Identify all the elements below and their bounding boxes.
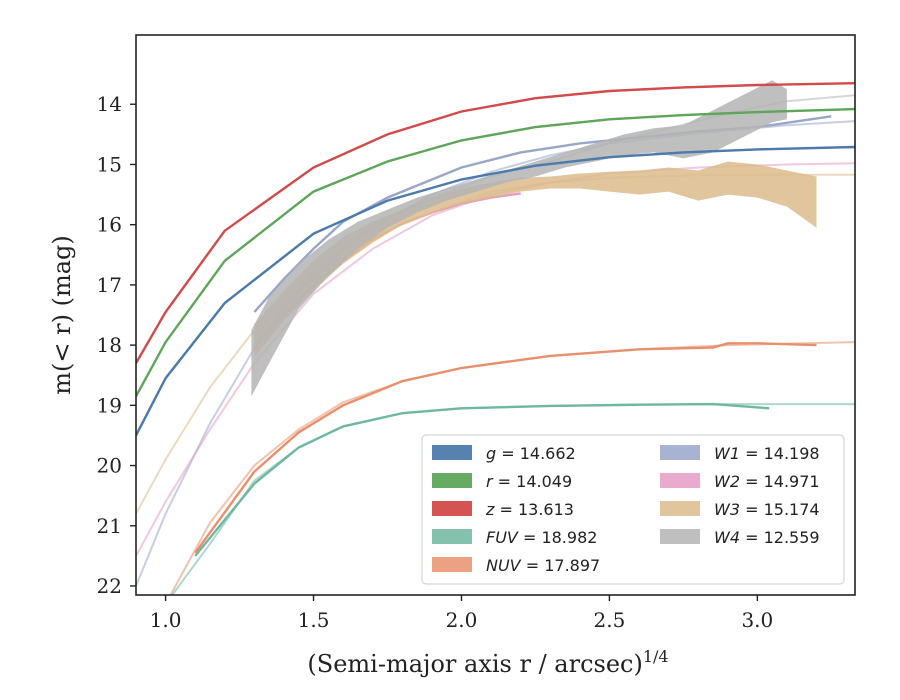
x-tick-label: 1.0 bbox=[150, 608, 182, 632]
x-axis-label: (Semi-major axis r / arcsec)1/4 bbox=[307, 647, 668, 678]
legend-swatch-g bbox=[432, 445, 472, 460]
legend-var: NUV bbox=[486, 556, 522, 575]
series-g-line bbox=[136, 145, 855, 436]
series-g bbox=[136, 145, 855, 436]
legend-swatch-r bbox=[432, 473, 472, 488]
legend-var: z bbox=[485, 500, 495, 519]
legend-value: = 14.662 bbox=[496, 444, 576, 463]
legend-var: W3 bbox=[714, 500, 740, 519]
legend-box bbox=[421, 434, 845, 585]
series-r-model-line bbox=[136, 108, 855, 397]
x-tick-label: 2.0 bbox=[446, 608, 478, 632]
series-z bbox=[136, 82, 855, 364]
legend-swatch-z bbox=[432, 501, 472, 516]
x-axis: 1.0 1.5 2.0 2.5 3.0 bbox=[150, 595, 773, 632]
x-tick-label: 3.0 bbox=[741, 608, 773, 632]
plot-frame bbox=[135, 34, 856, 596]
legend-label-z: z = 13.613 bbox=[485, 500, 574, 519]
legend-swatch-nuv bbox=[432, 557, 472, 572]
legend-var: r bbox=[486, 472, 494, 491]
y-tick-label: 18 bbox=[97, 333, 122, 357]
series-fuv-line bbox=[194, 402, 770, 557]
legend-label-fuv: FUV = 18.982 bbox=[486, 528, 597, 547]
series-nuv-line bbox=[194, 342, 817, 554]
legend-value: = 14.049 bbox=[493, 472, 573, 491]
legend-swatch-w1 bbox=[660, 445, 700, 460]
series-r-line bbox=[136, 107, 855, 397]
y-tick-label: 15 bbox=[97, 152, 122, 176]
series-w3-band bbox=[254, 161, 817, 358]
series-layer bbox=[136, 80, 855, 595]
legend-value: = 17.897 bbox=[521, 556, 601, 575]
legend-label-w3: W3 = 15.174 bbox=[714, 500, 820, 519]
legend-value: = 12.559 bbox=[740, 528, 820, 547]
series-nuv bbox=[169, 341, 855, 595]
legend-swatch-w4 bbox=[660, 529, 700, 544]
series-w4-band bbox=[251, 80, 787, 397]
series-z-line bbox=[136, 82, 855, 364]
legend-label-r: r = 14.049 bbox=[486, 472, 572, 491]
y-axis: 14 15 16 17 18 19 20 21 22 bbox=[97, 92, 136, 598]
x-tick-label: 1.5 bbox=[298, 608, 330, 632]
y-tick-label: 21 bbox=[97, 514, 122, 538]
legend-var: W1 bbox=[714, 444, 740, 463]
series-w2-model-line bbox=[136, 162, 855, 557]
legend-value: = 18.982 bbox=[518, 528, 598, 547]
y-tick-label: 19 bbox=[97, 393, 122, 417]
y-tick-label: 16 bbox=[97, 213, 122, 237]
x-tick-label: 2.5 bbox=[594, 608, 626, 632]
y-axis-label: m(< r) (mag) bbox=[48, 235, 76, 394]
y-tick-label: 20 bbox=[97, 454, 122, 478]
series-w1-line bbox=[253, 115, 832, 313]
legend-var: FUV bbox=[486, 528, 519, 547]
y-tick-label: 22 bbox=[97, 574, 122, 598]
legend-swatch-w2 bbox=[660, 473, 700, 488]
series-w3 bbox=[136, 161, 855, 515]
legend-label-w4: W4 = 12.559 bbox=[714, 528, 820, 547]
legend-swatch-w3 bbox=[660, 501, 700, 516]
x-axis-label-superscript: 1/4 bbox=[643, 647, 669, 666]
legend-swatch-fuv bbox=[432, 529, 472, 544]
legend-value: = 13.613 bbox=[494, 500, 574, 519]
series-r bbox=[136, 107, 855, 397]
legend-value: = 15.174 bbox=[740, 500, 820, 519]
legend-var: g bbox=[486, 444, 496, 463]
legend-value: = 14.971 bbox=[740, 472, 820, 491]
legend-label-g: g = 14.662 bbox=[486, 444, 576, 463]
legend-var: W2 bbox=[714, 472, 740, 491]
legend-label-nuv: NUV = 17.897 bbox=[486, 556, 600, 575]
series-w4 bbox=[251, 80, 855, 397]
legend-var: W4 bbox=[714, 528, 740, 547]
legend-label-w2: W2 = 14.971 bbox=[714, 472, 820, 491]
legend-value: = 14.198 bbox=[740, 444, 820, 463]
series-fuv bbox=[170, 402, 855, 595]
legend-label-w1: W1 = 14.198 bbox=[714, 444, 820, 463]
y-tick-label: 17 bbox=[97, 273, 122, 297]
y-tick-label: 14 bbox=[97, 92, 122, 116]
